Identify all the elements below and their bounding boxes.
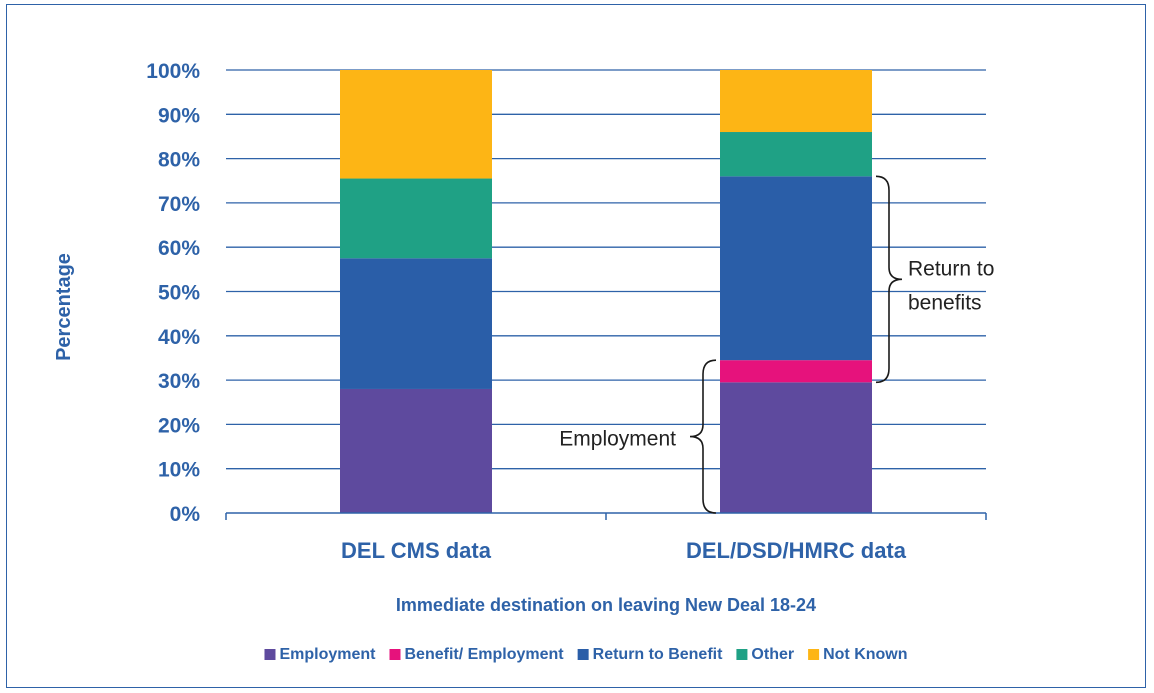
y-tick-label: 50% — [158, 282, 200, 305]
y-tick-label: 90% — [158, 104, 200, 127]
y-axis-title: Percentage — [53, 253, 75, 361]
legend-label-benefit-employment: Benefit/ Employment — [405, 646, 565, 663]
bar-segment-return-to-benefit — [340, 258, 492, 389]
x-category-label: DEL CMS data — [341, 538, 492, 563]
x-axis-title: Immediate destination on leaving New Dea… — [396, 595, 816, 615]
legend-label-return-to-benefit: Return to Benefit — [593, 646, 723, 663]
y-tick-label: 40% — [158, 326, 200, 349]
chart-frame — [6, 4, 1146, 688]
bar-segment-benefit-employment — [720, 360, 872, 383]
y-tick-label: 0% — [170, 503, 201, 526]
legend-swatch-benefit-employment — [389, 649, 401, 660]
legend-swatch-other — [736, 649, 748, 660]
bar-segment-employment — [340, 388, 492, 513]
employment-brace — [689, 359, 717, 514]
y-tick-label: 20% — [158, 414, 200, 437]
bar-segment-not-known — [720, 70, 872, 133]
bar-segment-not-known — [340, 70, 492, 179]
legend-swatch-employment — [264, 649, 276, 660]
y-tick-label: 60% — [158, 237, 200, 260]
y-tick-label: 70% — [158, 193, 200, 216]
bar-segment-employment — [720, 382, 872, 513]
x-category-label: DEL/DSD/HMRC data — [686, 538, 907, 563]
legend-label-employment: Employment — [279, 646, 376, 663]
legend-label-not-known: Not Known — [823, 646, 907, 663]
bar-segment-other — [340, 178, 492, 259]
return-to-benefits-annotation: Return to benefits — [908, 257, 994, 314]
legend-swatch-not-known — [808, 649, 820, 660]
legend-label-other: Other — [751, 646, 794, 663]
bar-segment-other — [720, 132, 872, 177]
y-tick-label: 80% — [158, 149, 200, 172]
employment-annotation: Employment — [559, 428, 676, 451]
y-tick-label: 100% — [146, 60, 200, 83]
bar-segment-return-to-benefit — [720, 176, 872, 361]
return-to-benefits-brace — [875, 175, 903, 384]
y-tick-label: 10% — [158, 459, 200, 482]
y-tick-label: 30% — [158, 370, 200, 393]
legend-swatch-return-to-benefit — [577, 649, 589, 660]
